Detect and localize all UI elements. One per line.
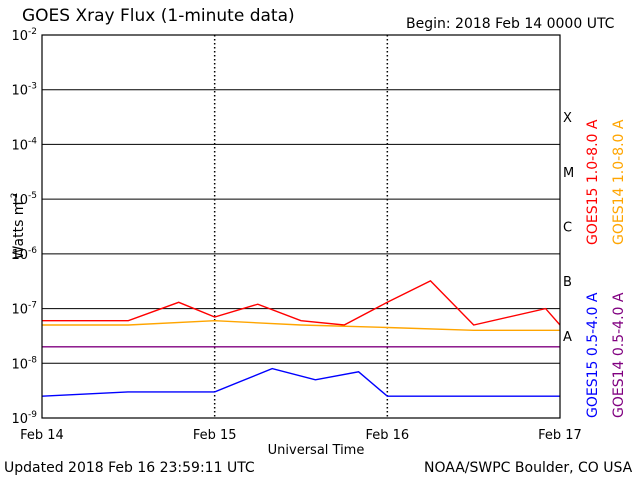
legend-goes15-short: GOES15 0.5-4.0 A: [585, 292, 601, 418]
plot-frame: [41, 34, 561, 419]
grid-lines: [42, 35, 560, 418]
y-tick-exponent: -2: [28, 27, 37, 37]
y-tick-label: 10-4: [11, 136, 37, 153]
y-tick-base: 10: [11, 138, 28, 153]
y-tick-base: 10: [11, 29, 28, 44]
y-tick-label: 10-6: [11, 246, 37, 263]
series-line-0: [42, 280, 561, 326]
flare-class-label: M: [563, 166, 574, 181]
x-tick-label: Feb 16: [365, 428, 409, 443]
x-tick-label: Feb 14: [20, 428, 64, 443]
y-tick-exponent: -9: [28, 410, 37, 420]
y-tick-exponent: -7: [28, 301, 37, 311]
x-tick-label: Feb 15: [193, 428, 237, 443]
y-tick-exponent: -4: [28, 136, 37, 146]
data-lines: [41, 280, 561, 397]
y-axis-label-text: Watts m: [11, 202, 27, 260]
y-tick-label: 10-2: [11, 27, 37, 44]
y-tick-label: 10-3: [11, 82, 37, 99]
legend-goes14-short: GOES14 0.5-4.0 A: [611, 292, 627, 418]
y-tick-exponent: -8: [28, 355, 37, 365]
x-tick-labels: Feb 14 Feb 15 Feb 16 Feb 17: [20, 428, 582, 443]
flare-class-label: C: [563, 221, 572, 236]
series-line-2: [41, 367, 560, 397]
begin-time-label: Begin: 2018 Feb 14 0000 UTC: [406, 16, 615, 32]
y-tick-base: 10: [11, 412, 28, 427]
y-tick-labels: 10-210-310-410-510-610-710-810-9: [11, 27, 37, 427]
y-axis-label: Watts m-2: [10, 193, 27, 260]
legend-goes14-long: GOES14 1.0-8.0 A: [611, 119, 627, 245]
flare-class-labels: X M C B A: [563, 111, 574, 345]
y-tick-label: 10-9: [11, 410, 37, 427]
x-axis-label: Universal Time: [268, 443, 365, 458]
credit-label: NOAA/SWPC Boulder, CO USA: [424, 460, 633, 476]
y-tick-base: 10: [11, 303, 28, 318]
flare-class-label: X: [563, 111, 572, 126]
y-tick-exponent: -6: [28, 246, 37, 256]
chart-title: GOES Xray Flux (1-minute data): [22, 6, 295, 26]
legend-goes15-long: GOES15 1.0-8.0 A: [585, 119, 601, 245]
y-tick-label: 10-7: [11, 301, 37, 318]
flare-class-label: B: [563, 275, 572, 290]
legend: GOES15 1.0-8.0 A GOES14 1.0-8.0 A GOES15…: [585, 119, 627, 418]
x-tick-label: Feb 17: [538, 428, 582, 443]
y-tick-base: 10: [11, 357, 28, 372]
y-tick-label: 10-5: [11, 191, 37, 208]
y-axis-label-superscript: -2: [10, 193, 20, 202]
updated-timestamp: Updated 2018 Feb 16 23:59:11 UTC: [4, 460, 255, 476]
y-tick-exponent: -3: [28, 82, 37, 92]
y-tick-base: 10: [11, 248, 28, 263]
y-tick-exponent: -5: [28, 191, 37, 201]
flare-class-label: A: [563, 330, 572, 345]
series-line-1: [42, 319, 560, 331]
y-tick-label: 10-8: [11, 355, 37, 372]
y-tick-base: 10: [11, 193, 28, 208]
y-tick-base: 10: [11, 84, 28, 99]
